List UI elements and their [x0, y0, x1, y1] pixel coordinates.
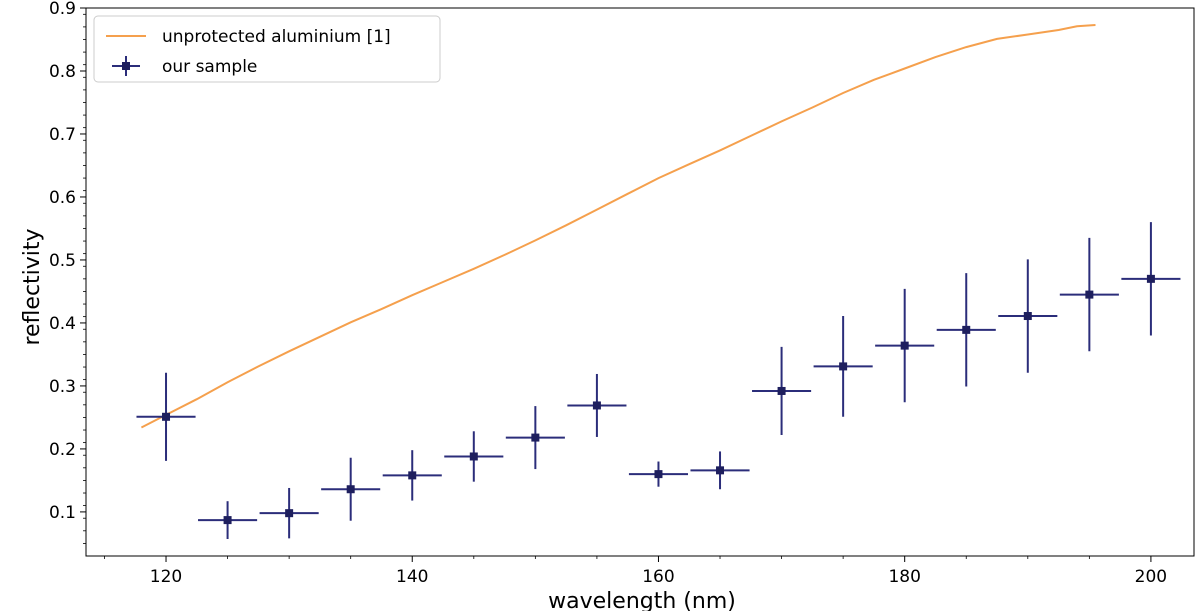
plot-area: [85, 7, 1195, 557]
sample-marker: [531, 433, 540, 442]
errorbar-point: [382, 450, 442, 501]
y-tick-label: 0.3: [49, 377, 76, 397]
legend-box: [93, 15, 441, 83]
y-axis-title: reflectivity: [20, 228, 45, 345]
line-series: [140, 24, 1096, 429]
x-axis-title: wavelength (nm): [548, 589, 736, 611]
plot-frame: [85, 7, 1195, 557]
errorbar-point: [198, 501, 258, 539]
errorbar-point: [690, 451, 750, 490]
sample-marker: [716, 466, 725, 475]
legend-marker: [122, 62, 130, 70]
sample-marker: [1146, 274, 1155, 283]
errorbar-point: [813, 316, 873, 417]
y-tick-label: 0.4: [49, 314, 76, 334]
sample-marker: [346, 485, 355, 494]
legend-label-sample: our sample: [162, 57, 257, 77]
x-tick-label: 120: [150, 567, 182, 587]
sample-marker: [900, 341, 909, 350]
y-tick-label: 0.6: [49, 188, 76, 208]
sample-marker: [592, 401, 601, 410]
errorbar-point: [752, 346, 812, 436]
sample-marker: [1023, 312, 1032, 321]
sample-marker: [839, 362, 848, 371]
aluminium-line: [140, 24, 1096, 429]
sample-marker: [654, 470, 663, 479]
sample-marker: [777, 386, 786, 395]
errorbar-point: [1121, 222, 1181, 336]
errorbar-point: [259, 487, 319, 539]
legend-label-aluminium: unprotected aluminium [1]: [162, 27, 391, 47]
y-tick-label: 0.8: [49, 62, 76, 82]
errorbar-point: [1059, 237, 1119, 352]
sample-marker: [469, 452, 478, 461]
errorbar-point: [444, 431, 504, 482]
errorbar-point: [505, 406, 565, 470]
legend: unprotected aluminium [1] our sample: [93, 15, 441, 83]
y-axis: 0.1 0.2 0.3 0.4 0.5 0.6 0.7 0.8 0.9: [49, 0, 86, 544]
y-tick-label: 0.1: [49, 503, 76, 523]
x-tick-label: 200: [1135, 567, 1167, 587]
sample-marker: [162, 412, 171, 421]
x-axis: 120 140 160 180 200: [104, 556, 1167, 587]
errorbar-point: [136, 372, 196, 461]
y-tick-label: 0.5: [49, 251, 76, 271]
sample-marker: [962, 325, 971, 334]
errorbar-series: [136, 222, 1181, 539]
errorbar-point: [936, 273, 996, 387]
errorbar-point: [321, 457, 381, 521]
errorbar-point: [628, 461, 689, 487]
y-tick-label: 0.2: [49, 440, 76, 460]
y-tick-label: 0.7: [49, 125, 76, 145]
sample-marker: [285, 509, 294, 518]
y-tick-label: 0.9: [49, 0, 76, 19]
sample-marker: [223, 516, 232, 525]
errorbar-point: [998, 259, 1058, 373]
legend-errorbar-swatch: [112, 56, 140, 76]
errorbar-point: [875, 288, 935, 403]
errorbar-point: [567, 373, 627, 437]
x-tick-label: 160: [642, 567, 674, 587]
x-tick-label: 140: [396, 567, 428, 587]
x-tick-label: 180: [888, 567, 920, 587]
sample-marker: [1085, 290, 1094, 299]
sample-marker: [408, 471, 417, 480]
